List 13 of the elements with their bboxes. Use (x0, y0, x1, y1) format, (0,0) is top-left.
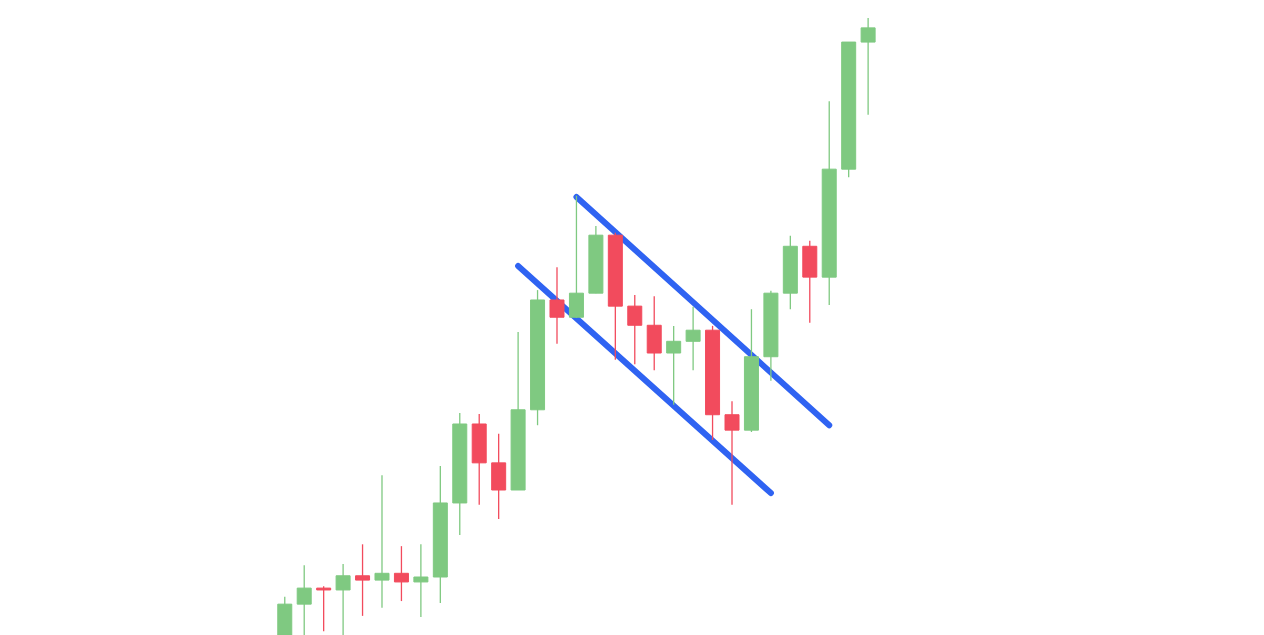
candlestick (413, 543, 429, 618)
candlestick (316, 585, 332, 632)
candlestick (374, 474, 390, 609)
candlestick (860, 17, 876, 116)
candlestick (724, 400, 740, 506)
candlestick (296, 564, 312, 635)
candlestick (666, 325, 682, 406)
candlestick (393, 545, 409, 602)
candlestick (355, 543, 371, 617)
candlestick (335, 563, 351, 635)
candlestick (685, 306, 701, 371)
candlestick (627, 294, 643, 365)
candlestick (549, 266, 565, 345)
